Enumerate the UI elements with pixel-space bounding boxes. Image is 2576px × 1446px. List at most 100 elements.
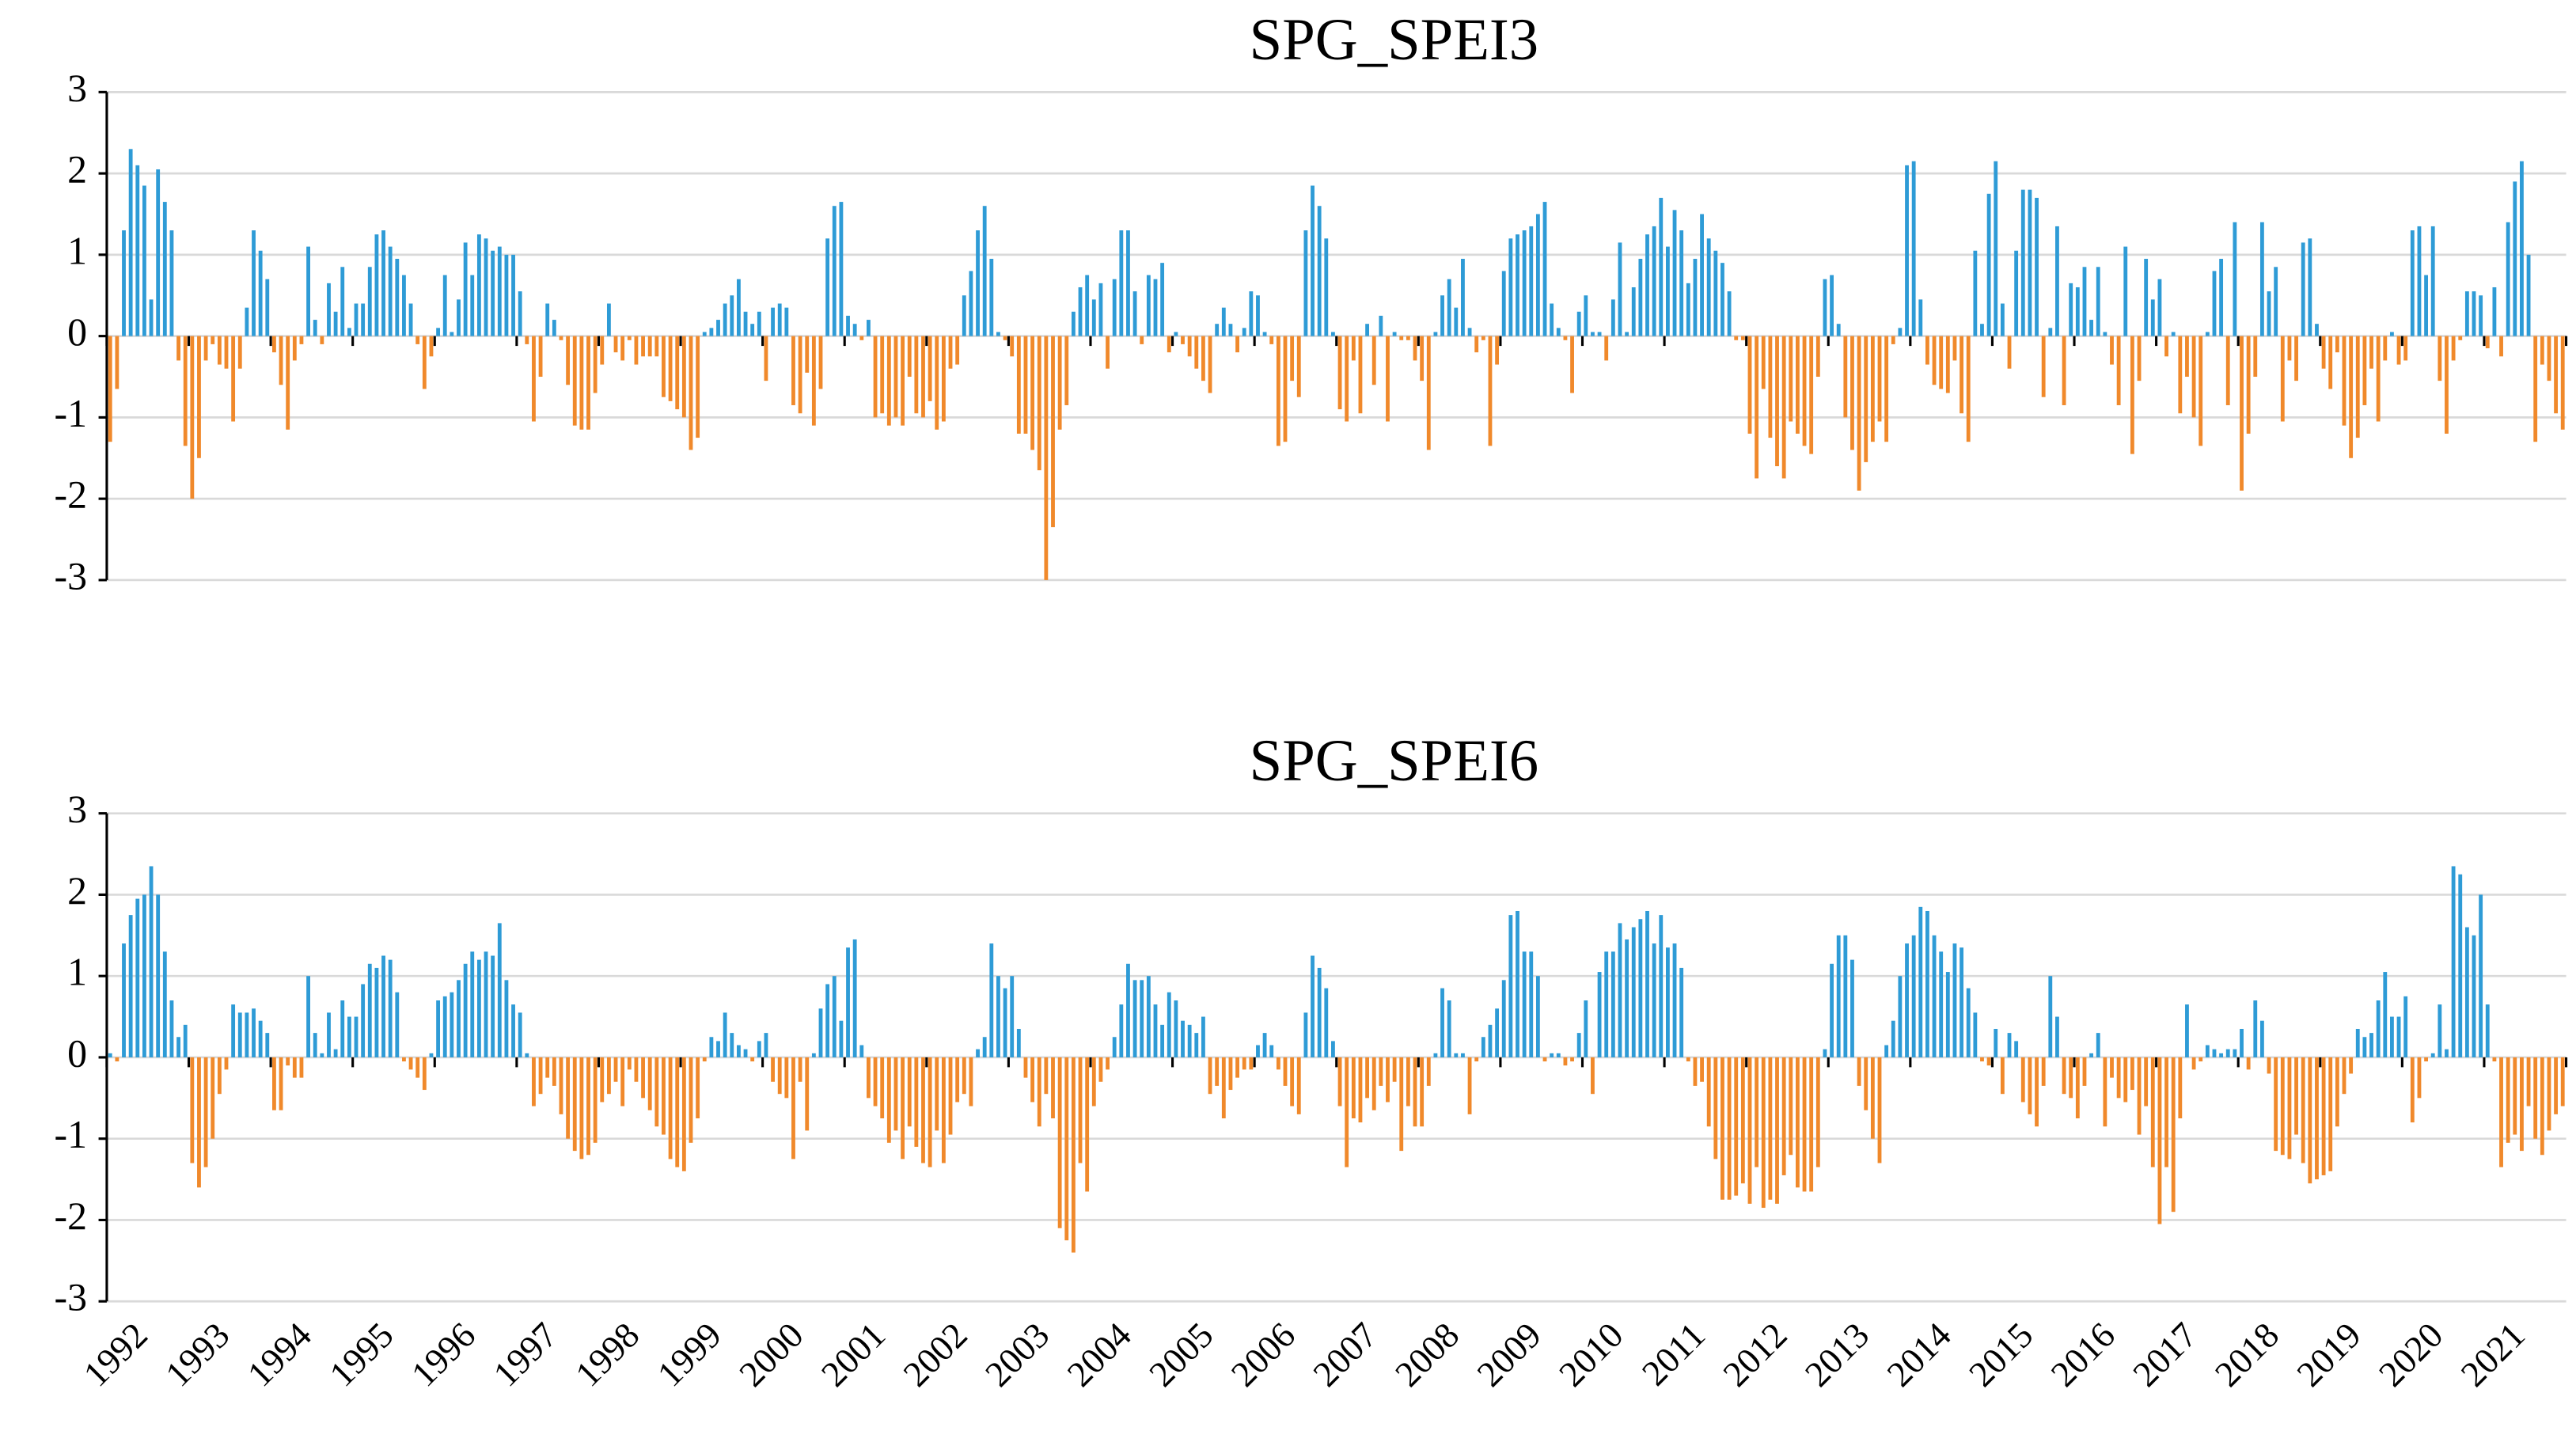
bar bbox=[1542, 1057, 1547, 1062]
bar bbox=[1303, 230, 1308, 336]
bar bbox=[1761, 1057, 1766, 1209]
bar bbox=[354, 303, 359, 336]
bar bbox=[914, 336, 919, 414]
bar bbox=[2479, 894, 2483, 1057]
bar bbox=[2472, 291, 2476, 336]
bar bbox=[245, 1012, 249, 1057]
bar bbox=[2294, 336, 2298, 381]
bar bbox=[1918, 906, 1923, 1057]
bar bbox=[2062, 1057, 2066, 1095]
bar bbox=[1597, 332, 1602, 336]
bar bbox=[2328, 336, 2333, 389]
bar bbox=[1960, 947, 1964, 1057]
bar bbox=[190, 336, 195, 499]
bar bbox=[122, 943, 126, 1057]
bar bbox=[402, 1057, 406, 1062]
bar bbox=[1870, 336, 1875, 442]
bar bbox=[1146, 275, 1151, 336]
bar bbox=[484, 238, 488, 336]
bar bbox=[1174, 332, 1178, 336]
bar bbox=[1898, 976, 1903, 1057]
bar bbox=[286, 1057, 290, 1066]
bar bbox=[552, 1057, 556, 1086]
bar bbox=[1720, 263, 1724, 336]
bar bbox=[156, 169, 161, 336]
bar bbox=[470, 951, 475, 1057]
bar bbox=[1003, 988, 1007, 1057]
bar bbox=[388, 246, 393, 336]
bar bbox=[1652, 226, 1656, 336]
bar bbox=[1986, 1057, 1991, 1066]
bar bbox=[777, 1057, 782, 1095]
bar bbox=[2240, 336, 2244, 491]
bar bbox=[1057, 336, 1062, 430]
bar bbox=[2308, 238, 2312, 336]
bar bbox=[1584, 1000, 1588, 1057]
bar bbox=[1091, 1057, 1096, 1106]
bar bbox=[2157, 1057, 2162, 1224]
bar bbox=[2499, 1057, 2503, 1167]
bar bbox=[162, 202, 167, 336]
bar bbox=[846, 947, 850, 1057]
bar bbox=[791, 336, 795, 405]
bar bbox=[1392, 332, 1397, 336]
bar bbox=[2069, 283, 2073, 336]
bar bbox=[641, 1057, 645, 1099]
bar bbox=[2396, 1016, 2401, 1057]
bar bbox=[190, 1057, 195, 1163]
bar bbox=[2472, 935, 2476, 1057]
bar bbox=[374, 967, 379, 1057]
bar bbox=[1932, 336, 1937, 385]
bar bbox=[723, 303, 727, 336]
bar bbox=[811, 336, 816, 426]
bar bbox=[1406, 336, 1410, 340]
bar bbox=[750, 324, 755, 336]
bar bbox=[313, 1033, 317, 1057]
bar bbox=[1556, 328, 1561, 336]
bar bbox=[2396, 336, 2401, 365]
bar bbox=[1672, 943, 1677, 1057]
bar bbox=[2315, 324, 2319, 336]
bar bbox=[2178, 336, 2183, 414]
bar bbox=[1091, 299, 1096, 336]
bar bbox=[1481, 1037, 1485, 1057]
bar bbox=[491, 250, 495, 336]
bar bbox=[1625, 939, 1629, 1057]
bar bbox=[839, 1020, 844, 1057]
bar bbox=[606, 1057, 611, 1095]
x-tick-label: 2011 bbox=[1634, 1315, 1713, 1393]
bar bbox=[1269, 336, 1274, 344]
bar bbox=[1994, 1028, 1998, 1057]
bar bbox=[299, 336, 304, 344]
bar bbox=[2485, 1004, 2490, 1057]
bar bbox=[1529, 951, 1534, 1057]
bar bbox=[1576, 311, 1581, 336]
y-tick-label: -2 bbox=[55, 1194, 88, 1238]
bar bbox=[108, 336, 112, 442]
bar bbox=[1351, 336, 1356, 361]
bar bbox=[374, 234, 379, 336]
bar bbox=[2075, 1057, 2080, 1119]
bar bbox=[2219, 1053, 2224, 1057]
bar bbox=[1201, 1016, 1205, 1057]
bar bbox=[2150, 1057, 2155, 1167]
bar bbox=[142, 894, 146, 1057]
bar bbox=[1700, 1057, 1704, 1082]
bar bbox=[1413, 336, 1417, 361]
bar bbox=[2103, 1057, 2107, 1127]
bar bbox=[2383, 336, 2388, 361]
bar bbox=[2349, 336, 2354, 458]
bar bbox=[586, 336, 590, 430]
bar bbox=[1365, 324, 1370, 336]
bar bbox=[306, 246, 311, 336]
bar bbox=[1625, 332, 1629, 336]
bar bbox=[2479, 295, 2483, 336]
bar bbox=[2000, 1057, 2005, 1095]
bar bbox=[634, 336, 639, 365]
bar bbox=[1085, 275, 1090, 336]
bar bbox=[2137, 1057, 2142, 1135]
bar bbox=[388, 959, 393, 1057]
bar bbox=[320, 1053, 324, 1057]
bar bbox=[1386, 336, 1390, 422]
bar bbox=[1474, 336, 1479, 353]
